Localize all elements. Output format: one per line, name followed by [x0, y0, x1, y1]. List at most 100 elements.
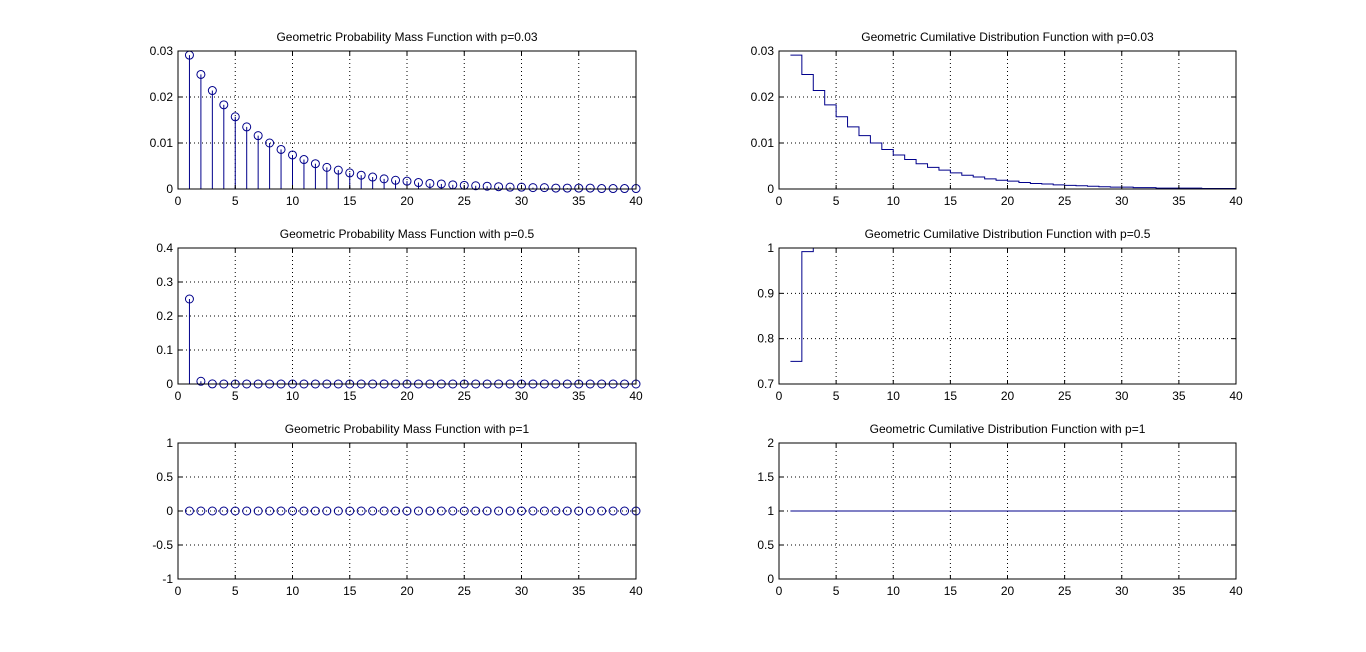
stem-marker: [333, 506, 343, 516]
x-tick-label: 20: [400, 584, 414, 598]
stem-marker: [184, 506, 194, 516]
stem-marker: [322, 162, 332, 172]
y-tick-label: 0.03: [150, 44, 174, 58]
stem-marker: [402, 506, 412, 516]
x-tick-label: 40: [1229, 584, 1243, 598]
stem-marker: [196, 506, 206, 516]
stem-marker: [436, 179, 446, 189]
x-tick-label: 25: [1058, 584, 1072, 598]
x-tick-label: 40: [629, 584, 643, 598]
x-tick-label: 35: [572, 389, 586, 403]
y-tick-label: 0.5: [156, 470, 173, 484]
x-tick-label: 20: [1001, 389, 1015, 403]
stem-marker: [253, 131, 263, 141]
chart-title: Geometric Probability Mass Function with…: [280, 227, 535, 241]
y-tick-label: 0.5: [757, 538, 774, 552]
y-tick-label: 0.3: [156, 275, 173, 289]
x-tick-label: 35: [1172, 584, 1186, 598]
stem-marker: [551, 183, 561, 193]
x-tick-label: 35: [572, 584, 586, 598]
stem-marker: [425, 506, 435, 516]
y-tick-label: 2: [767, 436, 774, 450]
y-tick-label: 0.7: [757, 377, 774, 391]
x-tick-label: 30: [515, 584, 529, 598]
x-tick-label: 15: [944, 584, 958, 598]
stem-marker: [505, 506, 515, 516]
stem-marker: [322, 506, 332, 516]
stem-marker: [471, 506, 481, 516]
stem-marker: [242, 506, 252, 516]
stem-marker: [276, 506, 286, 516]
stem-marker: [517, 182, 526, 192]
x-tick-label: 0: [175, 194, 182, 208]
stem-marker: [345, 168, 355, 178]
x-tick-label: 5: [232, 194, 239, 208]
y-tick-label: 0.1: [156, 343, 173, 357]
stem-marker: [219, 100, 229, 110]
x-tick-label: 25: [458, 389, 472, 403]
x-tick-label: 30: [1115, 584, 1129, 598]
x-tick-label: 10: [286, 584, 300, 598]
y-tick-label: 0.02: [751, 90, 775, 104]
stem-marker: [585, 506, 595, 516]
stem-marker: [230, 112, 240, 122]
x-tick-label: 25: [458, 584, 472, 598]
y-tick-label: -1: [162, 572, 173, 586]
x-tick-label: 15: [343, 584, 357, 598]
stem-marker: [574, 183, 584, 193]
x-tick-label: 20: [400, 389, 414, 403]
x-tick-label: 10: [887, 389, 901, 403]
y-tick-label: 0.01: [751, 136, 775, 150]
subplot-1: 0 5 10 15 20 25 30 35 40 0 0.01 0.02 0.03 Geometric P…: [150, 30, 643, 208]
stem-marker: [253, 506, 263, 516]
stem-marker: [597, 506, 607, 516]
x-tick-label: 0: [776, 389, 783, 403]
stem-marker: [459, 506, 469, 516]
y-tick-label: 0.03: [751, 44, 775, 58]
subplot-3: 0 5 10 15 20 25 30 35 40 0 0.1 0.2 0.3 0.4 Geometric P…: [156, 227, 643, 403]
y-tick-label: 0: [166, 182, 173, 196]
x-tick-label: 30: [1115, 194, 1129, 208]
y-tick-label: 1: [767, 241, 774, 255]
x-tick-label: 20: [1001, 584, 1015, 598]
stem-marker: [482, 506, 492, 516]
x-tick-label: 20: [400, 194, 414, 208]
stem-marker: [288, 150, 297, 160]
y-tick-label: 1: [166, 436, 173, 450]
stem-marker: [413, 506, 423, 516]
x-tick-label: 0: [175, 584, 182, 598]
stem-marker: [539, 506, 549, 516]
stem-marker: [368, 172, 378, 182]
y-tick-label: 0.02: [150, 90, 174, 104]
stem-marker: [196, 69, 206, 79]
stem-marker: [379, 506, 389, 516]
y-tick-label: 0.8: [757, 332, 774, 346]
stem-marker: [528, 506, 538, 516]
stem-marker: [574, 506, 584, 516]
stem-marker: [494, 506, 504, 516]
x-tick-label: 0: [776, 194, 783, 208]
stem-marker: [196, 376, 206, 386]
stem-marker: [265, 506, 275, 516]
y-tick-label: 1: [767, 504, 774, 518]
x-tick-label: 30: [1115, 389, 1129, 403]
stem-marker: [391, 506, 401, 516]
stem-marker: [528, 183, 538, 193]
stem-marker: [585, 183, 595, 193]
x-tick-label: 15: [343, 194, 357, 208]
chart-title: Geometric Probability Mass Function with…: [276, 30, 537, 44]
stem-marker: [310, 506, 320, 516]
stem-marker: [539, 183, 549, 193]
x-tick-label: 15: [944, 194, 958, 208]
y-tick-label: 0: [166, 377, 173, 391]
y-tick-label: 1.5: [757, 470, 774, 484]
stem-marker: [505, 182, 515, 192]
stem-marker: [482, 181, 492, 191]
stem-marker: [219, 506, 229, 516]
y-tick-label: 0: [767, 182, 774, 196]
y-tick-label: 0.01: [150, 136, 174, 150]
stem-marker: [517, 506, 526, 516]
x-tick-label: 25: [1058, 194, 1072, 208]
subplot-6: 0 5 10 15 20 25 30 35 40 0 0.5 1 1.5 2 Geometric Cumil…: [757, 422, 1243, 598]
